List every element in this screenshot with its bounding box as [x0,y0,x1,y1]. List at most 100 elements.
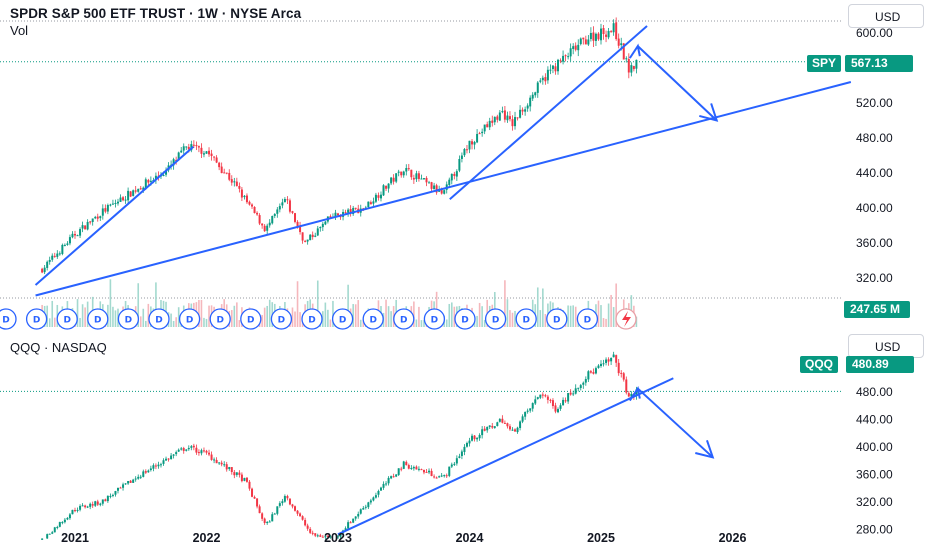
qqq-candle [483,428,486,431]
dividend-marker-ring [56,308,78,330]
qqq-candle [534,399,537,404]
spy-trend-line-1[interactable] [34,145,195,286]
dividend-marker[interactable]: D [117,308,140,330]
currency-button-bottom[interactable]: USD [848,334,924,358]
qqq-candle [627,393,630,397]
volume-bar [322,311,324,327]
qqq-candle [395,474,398,477]
qqq-candle [369,500,372,503]
qqq-candle [430,470,433,477]
qqq-candle [185,449,188,451]
dividend-marker[interactable]: D [362,308,384,330]
dividend-marker[interactable]: D [484,308,507,330]
volume-bar [415,319,418,327]
dividend-marker[interactable]: D [209,308,231,330]
qqq-candle [435,477,438,479]
qqq-candle [74,510,76,512]
dividend-marker-ring [25,308,48,330]
spy-candle [266,225,269,231]
spy-projection-arrow-shaft[interactable] [637,45,718,122]
qqq-candle [364,506,367,508]
qqq-candle [230,467,233,473]
volume-bar [142,308,145,327]
volume-bar [208,305,210,327]
spy-projection-arrow-hook[interactable] [628,43,641,59]
dividend-marker-label: D [400,316,407,326]
qqq-candle [417,468,420,470]
qqq-candle [443,475,446,477]
spy-candle [180,150,183,153]
split-marker[interactable] [615,308,637,330]
qqq-candle [410,467,413,469]
qqq-candle [309,528,312,533]
dividend-marker[interactable]: D [0,308,17,330]
qqq-price-axis[interactable]: 480.00 440.00 400.00 360.00 320.00 280.00 [856,385,893,537]
qqq-candle [48,533,51,535]
qqq-candle [283,496,286,502]
volume-bar [413,301,415,327]
dividend-marker[interactable]: D [331,308,354,330]
volume-bar [200,299,203,327]
spy-candle [306,239,309,242]
qqq-candle [478,434,481,439]
qqq-candle [84,505,87,508]
dividend-marker[interactable]: D [178,308,201,330]
spy-candle [430,182,433,189]
qqq-candle [321,536,324,538]
dividend-marker[interactable]: D [423,308,446,330]
spy-trend-line-2[interactable] [35,81,852,297]
time-axis[interactable]: 2021 2022 2023 2024 2025 2026 [61,531,746,545]
spy-candle [511,119,514,127]
volume-bar [198,299,200,327]
qqq-projection-arrow-shaft[interactable] [637,387,714,459]
trend-drawings[interactable] [34,25,852,536]
dividend-marker[interactable]: D [25,308,48,330]
currency-button-top[interactable]: USD [848,4,924,28]
qqq-candle [228,467,231,470]
dividend-marker[interactable]: D [270,308,293,330]
spy-trend-line-3[interactable] [449,25,648,201]
qqq-candle [491,425,494,428]
spy-price-tick: 480.00 [856,131,893,145]
volume-bar [268,299,271,327]
qqq-candle [240,474,243,482]
spy-candle [162,175,165,177]
dividend-marker[interactable]: D [576,308,599,330]
dividend-marker[interactable]: D [393,308,415,330]
dividend-marker[interactable]: D [515,308,537,330]
spy-candle [51,255,54,260]
qqq-candle [215,459,218,464]
dividend-marker[interactable]: D [301,308,323,330]
spy-candle [627,58,630,73]
spy-candle [610,31,613,33]
spy-candle [321,223,324,228]
dividend-marker[interactable]: D [148,308,170,330]
qqq-candle [296,510,299,514]
spy-candle [519,109,522,118]
spy-candle [488,120,491,128]
volume-bar [261,314,263,327]
spy-candle [407,168,410,170]
dividend-marker[interactable]: D [240,308,262,330]
qqq-candle [524,411,527,417]
qqq-trend-line-1[interactable] [337,377,674,536]
qqq-projection-arrow-hook[interactable] [628,385,641,402]
volume-bar [347,284,349,327]
dividend-marker[interactable]: D [87,308,109,330]
qqq-projection-arrow-head[interactable] [695,439,715,459]
qqq-candle [521,416,524,422]
spy-projection-arrow-head[interactable] [699,103,719,122]
volume-bar [112,306,114,327]
spy-candle [192,144,195,146]
spy-candle [369,202,372,205]
dividend-marker-ring [362,308,384,330]
spy-candle [557,59,560,72]
dividend-marker[interactable]: D [56,308,78,330]
dividend-marker[interactable]: D [546,308,568,330]
spy-candle [379,194,382,199]
volume-bar [238,320,241,327]
dividend-marker[interactable]: D [454,308,476,330]
spy-candle [185,146,188,148]
